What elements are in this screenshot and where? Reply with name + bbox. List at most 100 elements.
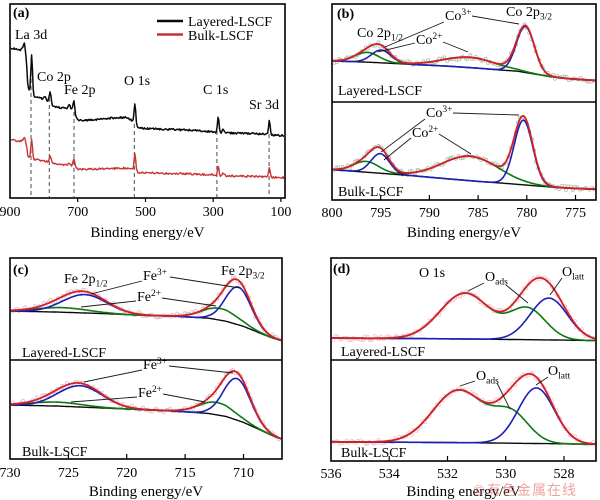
annotation-leader-line bbox=[467, 282, 485, 292]
envelope-curve bbox=[332, 24, 596, 82]
annotation-leader-line bbox=[471, 15, 520, 25]
annotation-label: Fe 2p bbox=[64, 83, 96, 98]
annotation-leader-line bbox=[384, 21, 445, 48]
panel-c-fe2p-spectrum: 730 725 720 715 710 Binding energy/eV (c) Fe 2p… bbox=[0, 257, 283, 500]
annotation-label: Sr 3d bbox=[249, 98, 279, 113]
component-curve-fe2 bbox=[10, 401, 282, 440]
x-tick-label: 900 bbox=[0, 205, 21, 220]
x-tick-label: 725 bbox=[58, 466, 79, 481]
envelope-curve bbox=[332, 115, 596, 191]
annotation-label: Co2+ bbox=[412, 125, 438, 141]
raw-data-point bbox=[536, 377, 541, 382]
legend-label: Bulk-LSCF bbox=[188, 29, 254, 44]
envelope-curve bbox=[10, 278, 282, 342]
x-axis-title: Binding energy/eV bbox=[89, 484, 203, 500]
envelope-curve bbox=[331, 276, 596, 340]
x-tick-label: 715 bbox=[175, 466, 196, 481]
annotation-leader-line bbox=[83, 369, 143, 383]
survey-curve-bulk-lscf bbox=[10, 136, 285, 180]
panel-d-o1s-spectrum: 536 534 532 530 528 Binding energy/eV (d) O 1s O… bbox=[321, 257, 597, 500]
annotation-label: Oads bbox=[485, 270, 508, 288]
annotation-label: O 1s bbox=[419, 266, 445, 281]
x-axis-title: Binding energy/eV bbox=[407, 225, 521, 241]
annotation-leader-line bbox=[161, 297, 217, 307]
annotation-leader-line bbox=[442, 41, 469, 53]
component-curve-co3 bbox=[332, 119, 596, 190]
plot-area bbox=[10, 42, 285, 197]
component-curve-oads bbox=[331, 389, 596, 446]
watermark-text: 有色金属在线 bbox=[487, 483, 577, 499]
x-tick-label: 785 bbox=[468, 206, 489, 221]
annotation-leader-line bbox=[496, 382, 511, 410]
annotation-label: Co 2p1/2 bbox=[357, 26, 403, 44]
annotation-label: Co2+ bbox=[416, 32, 442, 48]
annotation-label: Layered-LSCF bbox=[22, 346, 106, 361]
x-tick-label: 100 bbox=[270, 205, 291, 220]
annotation-label: Co3+ bbox=[426, 105, 452, 121]
annotation-leader-line bbox=[459, 380, 476, 387]
component-curve-olatt bbox=[331, 387, 596, 445]
x-tick-label: 775 bbox=[565, 206, 586, 221]
annotation-leader-line bbox=[162, 393, 206, 403]
annotation-leader-line bbox=[452, 112, 520, 116]
x-tick-label: 532 bbox=[437, 467, 458, 482]
annotation-label: Co 2p bbox=[37, 70, 71, 85]
survey-curve-layered-lscf bbox=[10, 42, 285, 137]
annotation-label: Fe3+ bbox=[143, 357, 167, 373]
annotation-label: Olatt bbox=[562, 265, 585, 283]
annotation-leader-line bbox=[380, 118, 426, 153]
panel-border bbox=[9, 3, 286, 199]
raw-data-point bbox=[468, 53, 473, 58]
annotation-leader-line bbox=[505, 284, 529, 304]
annotation-label: (d) bbox=[333, 262, 350, 277]
raw-data-point bbox=[564, 188, 568, 192]
annotation-label: Fe2+ bbox=[137, 289, 161, 305]
annotation-leader-line bbox=[535, 376, 549, 386]
raw-data-point bbox=[265, 428, 270, 433]
annotation-label: Layered-LSCF bbox=[338, 84, 422, 99]
annotation-label: Layered-LSCF bbox=[341, 345, 425, 360]
x-tick-label: 528 bbox=[554, 467, 575, 482]
envelope-curve bbox=[331, 373, 596, 445]
annotation-leader-line bbox=[383, 137, 412, 161]
annotation-label: Fe3+ bbox=[143, 268, 167, 284]
raw-data-point bbox=[526, 282, 531, 287]
x-tick-label: 730 bbox=[0, 466, 21, 481]
annotation-label: La 3d bbox=[15, 28, 47, 43]
annotation-leader-line bbox=[90, 280, 143, 295]
watermark: ©有色金属在线 bbox=[472, 480, 577, 500]
annotation-leader-line bbox=[377, 42, 416, 53]
x-tick-label: 790 bbox=[419, 206, 440, 221]
plot-area bbox=[331, 274, 596, 447]
annotation-leader-line bbox=[549, 277, 563, 296]
raw-data-point bbox=[175, 311, 180, 316]
x-tick-label: 800 bbox=[322, 206, 343, 221]
annotation-label: Co 2p3/2 bbox=[506, 5, 552, 23]
component-curve-oads bbox=[331, 292, 596, 342]
panel-a-survey-spectrum: 900 700 500 300 100 Binding energy/eV Layered-… bbox=[0, 3, 291, 241]
panel-border bbox=[9, 257, 283, 460]
x-tick-label: 300 bbox=[203, 205, 224, 220]
raw-data-point bbox=[569, 433, 574, 438]
raw-data-point bbox=[362, 334, 367, 338]
x-tick-label: 780 bbox=[516, 206, 537, 221]
annotation-label: Bulk-LSCF bbox=[341, 446, 407, 461]
raw-data-point bbox=[429, 318, 434, 323]
annotation-label: C 1s bbox=[203, 83, 228, 98]
component-curve-olatt bbox=[331, 297, 596, 340]
plot-area bbox=[332, 22, 596, 193]
x-tick-label: 710 bbox=[233, 466, 254, 481]
watermark-mark: © bbox=[472, 483, 487, 499]
x-tick-label: 534 bbox=[379, 467, 400, 482]
x-tick-label: 795 bbox=[370, 206, 391, 221]
envelope-curve bbox=[10, 370, 282, 440]
annotation-label: (b) bbox=[337, 7, 354, 22]
annotation-label: Fe2+ bbox=[138, 385, 162, 401]
x-tick-label: 536 bbox=[321, 467, 342, 482]
annotation-label: (c) bbox=[13, 263, 29, 278]
plot-area bbox=[10, 275, 282, 442]
annotation-leader-line bbox=[168, 365, 234, 374]
x-tick-label: 530 bbox=[495, 467, 516, 482]
